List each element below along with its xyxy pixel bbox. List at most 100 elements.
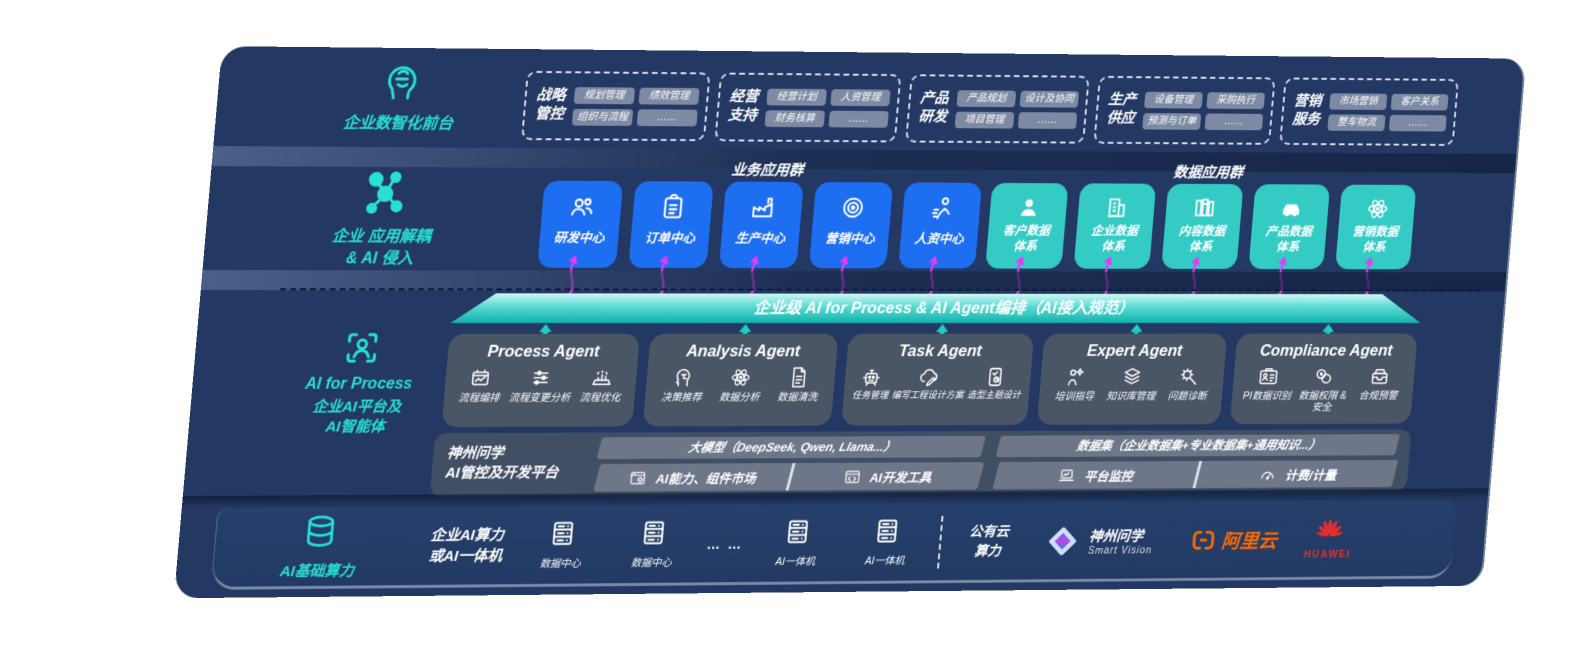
- id-card-icon: [1257, 365, 1280, 387]
- agent-title: Task Agent: [898, 342, 983, 361]
- person-icon: [1015, 195, 1042, 220]
- capability-pill: 组织与流程: [571, 108, 634, 126]
- agent-title: Analysis Agent: [685, 342, 801, 361]
- platform-monitor-cell: 平台监控: [995, 461, 1196, 489]
- expert-agent-card: Expert Agent 培训指导 知识库管理 问题诊断: [1036, 333, 1228, 425]
- capability-pill: 财务核算: [764, 109, 826, 127]
- agent-item-label: 数据清洗: [776, 391, 818, 404]
- server-icon: [638, 518, 669, 548]
- capability-pill: 预测与订单: [1142, 112, 1202, 130]
- capability-pill: ……: [1204, 113, 1264, 130]
- agent-item-label: 数据分析: [718, 391, 761, 404]
- agent-title: Process Agent: [486, 342, 601, 361]
- car-icon: [1278, 196, 1304, 221]
- data-box-label: 营销数据: [1351, 225, 1399, 239]
- robot-icon: [860, 366, 884, 389]
- atom-icon: [729, 366, 753, 389]
- decision-head-icon: [671, 366, 695, 389]
- alicloud-logo: 阿里云: [1189, 525, 1278, 554]
- cell-label: 平台监控: [1083, 468, 1134, 483]
- server-icon: [782, 517, 813, 547]
- capability-pill: 产品规划: [956, 89, 1017, 107]
- sliders-icon: [529, 366, 553, 389]
- agent-item-label: 培训指导: [1054, 390, 1095, 403]
- capability-pill: 设计及协同: [1019, 90, 1080, 108]
- capability-pill: 设备管理: [1144, 91, 1204, 109]
- capability-pill: ……: [828, 110, 889, 128]
- capability-pill: ……: [636, 108, 698, 126]
- agent-item-label: PI数据识别: [1242, 390, 1292, 403]
- front-group-title: 营销服务: [1291, 93, 1323, 128]
- ai-layer-label-line2: 企业AI平台及: [311, 398, 402, 416]
- training-icon: [1064, 366, 1087, 388]
- scan-person-icon: [341, 328, 384, 368]
- agent-item-label: 造型主题设计: [966, 390, 1022, 401]
- capability-pill: ……: [1388, 114, 1447, 132]
- smartvision-logo: 神州问学 Smart Vision: [1043, 522, 1154, 560]
- dev-tools-icon: [842, 467, 862, 486]
- capability-pill: 整车物流: [1327, 113, 1386, 131]
- analysis-agent-card: Analysis Agent 决策推荐 数据分析 数据清洗: [642, 333, 839, 427]
- agent-item-label: 编写工程设计方案: [891, 390, 965, 402]
- workflow-icon: [468, 367, 492, 390]
- gauge-icon: [1258, 465, 1277, 483]
- node-label: AI一体机: [774, 555, 816, 569]
- platform-datasets-section: 数据集（企业数据集+专业数据集+通用知识...） 平台监控 计费/计量: [992, 433, 1401, 489]
- app-layer-rail: 企业 应用解耦 & AI 侵入: [260, 168, 505, 269]
- diagnose-icon: [1177, 365, 1200, 387]
- billing-metering-cell: 计费/计量: [1198, 460, 1396, 488]
- center-box-label: 研发中心: [553, 230, 605, 246]
- server-icon: [547, 518, 579, 548]
- permission-rings-icon: [1313, 365, 1336, 387]
- front-group-product: 产品研发 产品规划 设计及协同 项目管理 ……: [905, 74, 1090, 144]
- agent-title: Expert Agent: [1086, 342, 1183, 360]
- platform-models-section: 大模型（DeepSeek, Qwen, Llama...） AI能力、组件市场 …: [593, 435, 987, 492]
- agent-item-label: 流程编排: [457, 392, 500, 405]
- center-box-label: 人资中心: [913, 231, 965, 247]
- agent-item-label: 合规预警: [1358, 390, 1398, 402]
- center-box-label: 订单中心: [644, 230, 696, 246]
- center-box-label: 营销中心: [824, 231, 876, 246]
- infra-slab: AI基础算力 企业AI算力 或AI一体机 数据中心 数据中心 … … AI一体机: [210, 499, 1457, 590]
- cell-label: 计费/计量: [1284, 467, 1337, 482]
- datacenter-node: 数据中心: [532, 518, 591, 571]
- agent-item-label: 任务管理: [851, 390, 889, 402]
- capability-pill: 经营计划: [766, 88, 827, 106]
- capability-pill: 规划管理: [573, 86, 636, 104]
- ai-platform-strip: 神州问学 AI管控及开发平台 大模型（DeepSeek, Qwen, Llama…: [429, 429, 1412, 497]
- agents-row: Process Agent 流程编排 流程变更分析 流程优化 Analysis …: [441, 333, 1418, 428]
- brain-icon: [378, 60, 425, 104]
- capability-pill: 客户关系: [1390, 93, 1449, 111]
- agent-title: Compliance Agent: [1259, 342, 1394, 360]
- public-cloud-label-line2: 算力: [973, 542, 1002, 559]
- laptop-monitor-icon: [1057, 466, 1076, 485]
- infra-label: AI基础算力: [279, 562, 355, 580]
- team-icon: [567, 193, 597, 221]
- datacenter-node: 数据中心: [624, 518, 682, 571]
- ai-appliance-node: AI一体机: [858, 516, 916, 568]
- capability-pill: 人资管理: [830, 88, 891, 106]
- task-agent-card: Task Agent 任务管理 编写工程设计方案 造型主题设计: [841, 333, 1035, 426]
- app-layer-label-line2: & AI 侵入: [345, 249, 414, 268]
- front-group-title: 产品研发: [917, 90, 950, 126]
- llm-bar: 大模型（DeepSeek, Qwen, Llama...）: [596, 435, 987, 459]
- agent-item-label: 知识库管理: [1105, 390, 1156, 403]
- front-group-title: 经营支持: [727, 88, 760, 124]
- front-office-label: 企业数智化前台: [342, 115, 454, 133]
- tablet-design-icon: [984, 366, 1008, 388]
- front-group-strategy: 战略管控 规划管理 绩效管理 组织与流程 ……: [520, 70, 711, 142]
- infra-rail: AI基础算力: [242, 512, 396, 581]
- data-apps-header: 数据应用群: [1172, 164, 1244, 182]
- capability-pill: 采购执行: [1206, 91, 1266, 109]
- compute-label-line2: 或AI一体机: [428, 547, 503, 565]
- smartvision-name-cn: 神州问学: [1088, 528, 1144, 545]
- platform-label-line1: 神州问学: [446, 446, 505, 463]
- factory-icon: [748, 193, 777, 221]
- cell-label: AI开发工具: [868, 469, 932, 485]
- building-icon: [1103, 195, 1129, 220]
- ai-dev-tools-cell: AI开发工具: [791, 462, 982, 490]
- huawei-name: HUAWEI: [1303, 548, 1352, 561]
- front-office-groups: 战略管控 规划管理 绩效管理 组织与流程 …… 经营支持 经营计划 人资管理 财…: [520, 70, 1459, 146]
- public-cloud-label-line1: 公有云: [968, 523, 1010, 539]
- ai-orchestration-band: 企业级 AI for Process & AI Agent编排（AI接入规范）: [451, 293, 1423, 323]
